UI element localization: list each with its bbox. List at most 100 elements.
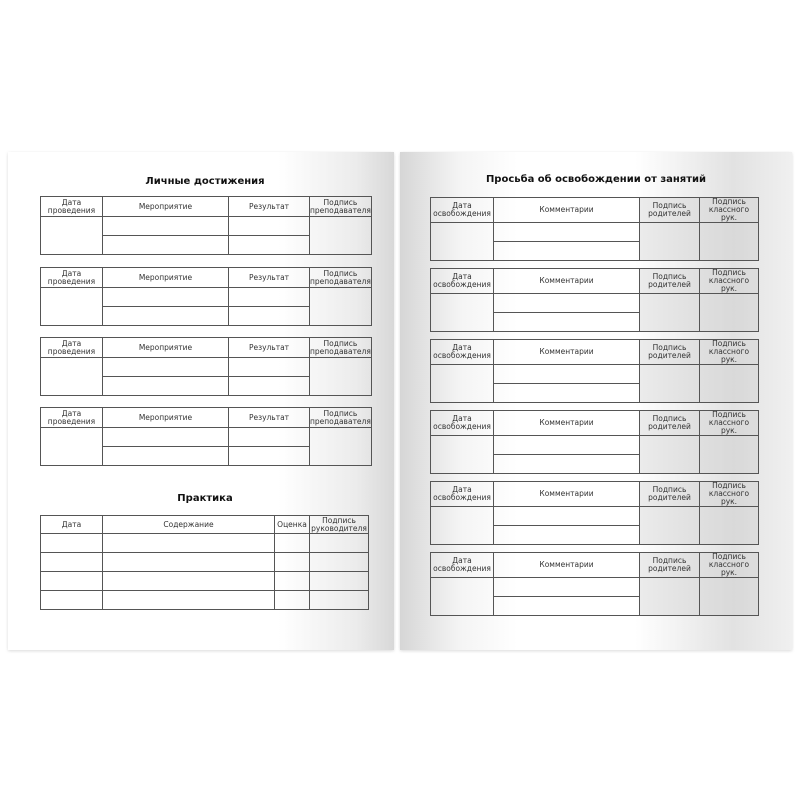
input-cell[interactable] xyxy=(309,571,369,591)
header-cell: Комментарии xyxy=(493,197,640,223)
input-cell[interactable] xyxy=(102,357,229,377)
input-cell[interactable] xyxy=(309,357,372,396)
input-cell[interactable] xyxy=(102,552,275,572)
header-cell: Подпись преподавателя xyxy=(309,337,372,358)
input-cell[interactable] xyxy=(430,506,494,545)
input-cell[interactable] xyxy=(274,533,310,553)
input-cell[interactable] xyxy=(309,552,369,572)
input-cell[interactable] xyxy=(102,533,275,553)
input-cell[interactable] xyxy=(493,364,640,384)
input-cell[interactable] xyxy=(493,222,640,242)
input-cell[interactable] xyxy=(430,293,494,332)
header-cell: Комментарии xyxy=(493,481,640,507)
input-cell[interactable] xyxy=(274,571,310,591)
input-cell[interactable] xyxy=(40,427,103,466)
input-cell[interactable] xyxy=(309,287,372,326)
input-cell[interactable] xyxy=(102,571,275,591)
input-cell[interactable] xyxy=(493,293,640,313)
header-cell: Подпись классного рук. xyxy=(699,410,759,436)
header-cell: Оценка xyxy=(274,515,310,534)
header-cell: Дата xyxy=(40,515,103,534)
input-cell[interactable] xyxy=(699,577,759,616)
input-cell[interactable] xyxy=(228,357,310,377)
input-cell[interactable] xyxy=(102,376,229,396)
table-row xyxy=(40,533,369,553)
input-cell[interactable] xyxy=(228,306,310,326)
input-cell[interactable] xyxy=(40,357,103,396)
table-row xyxy=(40,552,369,572)
input-cell[interactable] xyxy=(228,376,310,396)
input-cell[interactable] xyxy=(639,435,700,474)
input-cell[interactable] xyxy=(430,222,494,261)
header-cell: Мероприятие xyxy=(102,196,229,217)
input-cell[interactable] xyxy=(102,287,229,307)
input-cell[interactable] xyxy=(309,533,369,553)
input-cell[interactable] xyxy=(430,435,494,474)
practice-title: Практика xyxy=(177,493,233,504)
leave-request-table: Дата освобождения Комментарии Подпись роди… xyxy=(430,552,759,616)
input-cell[interactable] xyxy=(274,590,310,610)
input-cell[interactable] xyxy=(493,435,640,455)
header-cell: Подпись родителей xyxy=(639,339,700,365)
input-cell[interactable] xyxy=(102,590,275,610)
header-cell: Подпись классного рук. xyxy=(699,339,759,365)
input-cell[interactable] xyxy=(639,293,700,332)
input-cell[interactable] xyxy=(40,571,103,591)
input-cell[interactable] xyxy=(40,216,103,255)
input-cell[interactable] xyxy=(102,216,229,236)
input-cell[interactable] xyxy=(699,222,759,261)
input-cell[interactable] xyxy=(102,446,229,466)
header-cell: Дата освобождения xyxy=(430,268,494,294)
input-cell[interactable] xyxy=(639,506,700,545)
header-cell: Дата освобождения xyxy=(430,197,494,223)
right-page: Просьба об освобождении от занятий Дата … xyxy=(400,152,792,650)
input-cell[interactable] xyxy=(699,506,759,545)
leave-request-table: Дата освобождения Комментарии Подпись роди… xyxy=(430,197,759,261)
input-cell[interactable] xyxy=(40,533,103,553)
input-cell[interactable] xyxy=(493,577,640,597)
input-cell[interactable] xyxy=(309,427,372,466)
header-cell: Комментарии xyxy=(493,339,640,365)
input-cell[interactable] xyxy=(493,312,640,332)
input-cell[interactable] xyxy=(309,216,372,255)
input-cell[interactable] xyxy=(228,446,310,466)
input-cell[interactable] xyxy=(699,435,759,474)
input-cell[interactable] xyxy=(699,364,759,403)
header-cell: Подпись руководителя xyxy=(309,515,369,534)
input-cell[interactable] xyxy=(228,216,310,236)
input-cell[interactable] xyxy=(102,306,229,326)
input-cell[interactable] xyxy=(40,590,103,610)
input-cell[interactable] xyxy=(493,454,640,474)
achievement-table: Дата проведения Мероприятие Результат Подпи… xyxy=(40,267,372,326)
leave-request-table: Дата освобождения Комментарии Подпись роди… xyxy=(430,481,759,545)
input-cell[interactable] xyxy=(228,235,310,255)
header-cell: Комментарии xyxy=(493,268,640,294)
header-cell: Мероприятие xyxy=(102,337,229,358)
input-cell[interactable] xyxy=(430,364,494,403)
input-cell[interactable] xyxy=(493,383,640,403)
achievement-table: Дата проведения Мероприятие Результат Подпи… xyxy=(40,196,372,255)
input-cell[interactable] xyxy=(493,506,640,526)
input-cell[interactable] xyxy=(309,590,369,610)
input-cell[interactable] xyxy=(430,577,494,616)
header-cell: Дата освобождения xyxy=(430,410,494,436)
leave-title: Просьба об освобождении от занятий xyxy=(485,174,707,185)
header-cell: Подпись классного рук. xyxy=(699,197,759,223)
input-cell[interactable] xyxy=(40,287,103,326)
input-cell[interactable] xyxy=(40,552,103,572)
input-cell[interactable] xyxy=(699,293,759,332)
input-cell[interactable] xyxy=(493,525,640,545)
input-cell[interactable] xyxy=(228,287,310,307)
input-cell[interactable] xyxy=(639,364,700,403)
input-cell[interactable] xyxy=(102,427,229,447)
input-cell[interactable] xyxy=(102,235,229,255)
leave-request-table: Дата освобождения Комментарии Подпись роди… xyxy=(430,339,759,403)
input-cell[interactable] xyxy=(493,241,640,261)
left-page: Личные достижения Практика Дата проведен… xyxy=(8,152,394,650)
input-cell[interactable] xyxy=(493,596,640,616)
input-cell[interactable] xyxy=(228,427,310,447)
input-cell[interactable] xyxy=(274,552,310,572)
input-cell[interactable] xyxy=(639,577,700,616)
input-cell[interactable] xyxy=(639,222,700,261)
header-cell: Дата проведения xyxy=(40,196,103,217)
